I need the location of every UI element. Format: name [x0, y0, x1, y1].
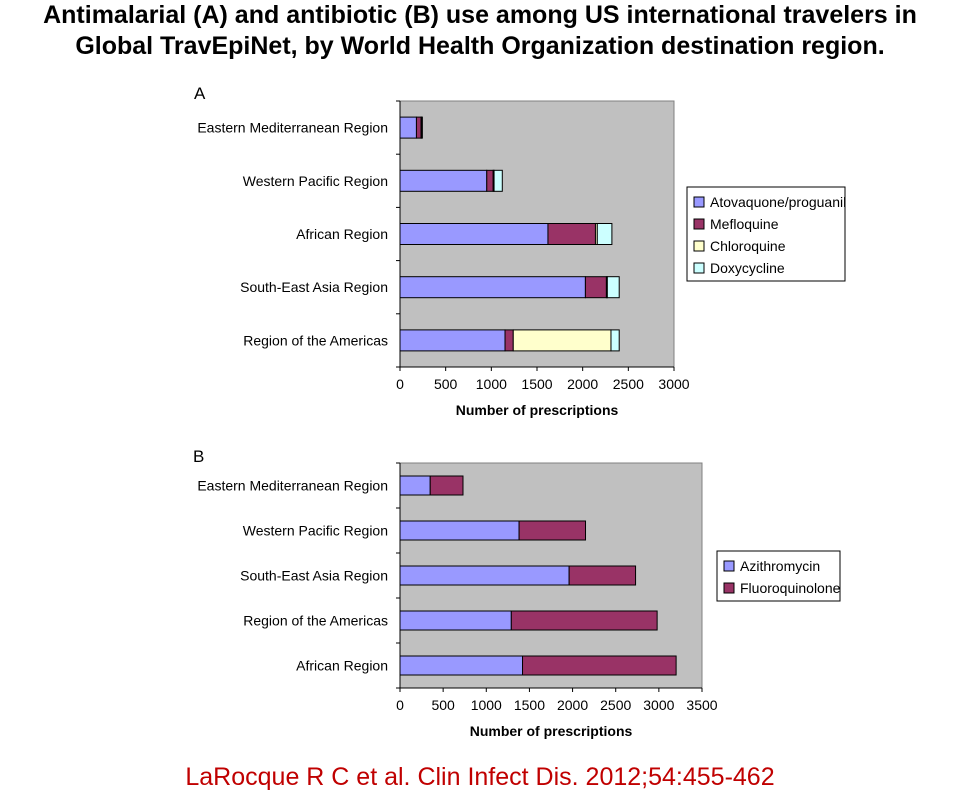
b-x-axis-title: Number of prescriptions	[470, 723, 633, 739]
b-legend-label: Azithromycin	[740, 558, 820, 574]
b-x-tick-label: 500	[431, 697, 455, 713]
b-x-tick-label: 3500	[686, 697, 717, 713]
b-category-label: Eastern Mediterranean Region	[197, 478, 388, 494]
b-bar-1	[430, 476, 463, 495]
b-category-label: Region of the Americas	[243, 613, 388, 629]
b-category-label: South-East Asia Region	[240, 568, 388, 584]
citation: LaRocque R C et al. Clin Infect Dis. 201…	[0, 762, 960, 792]
b-category-label: African Region	[296, 658, 388, 674]
b-bar-0	[400, 566, 569, 585]
b-bar-0	[400, 656, 523, 675]
b-x-tick-label: 3000	[643, 697, 674, 713]
b-legend-swatch	[724, 561, 734, 571]
b-x-tick-label: 2500	[600, 697, 631, 713]
b-category-label: Western Pacific Region	[243, 523, 388, 539]
b-bar-1	[569, 566, 635, 585]
b-x-tick-label: 2000	[557, 697, 588, 713]
b-bar-1	[511, 611, 657, 630]
b-bar-1	[519, 521, 585, 540]
b-legend-swatch	[724, 583, 734, 593]
b-legend-label: Fluoroquinolone	[740, 580, 841, 596]
b-x-tick-label: 0	[396, 697, 404, 713]
b-bar-0	[400, 476, 430, 495]
b-bar-0	[400, 521, 519, 540]
b-bar-1	[523, 656, 677, 675]
b-bar-0	[400, 611, 511, 630]
b-x-tick-label: 1500	[514, 697, 545, 713]
b-x-tick-label: 1000	[471, 697, 502, 713]
